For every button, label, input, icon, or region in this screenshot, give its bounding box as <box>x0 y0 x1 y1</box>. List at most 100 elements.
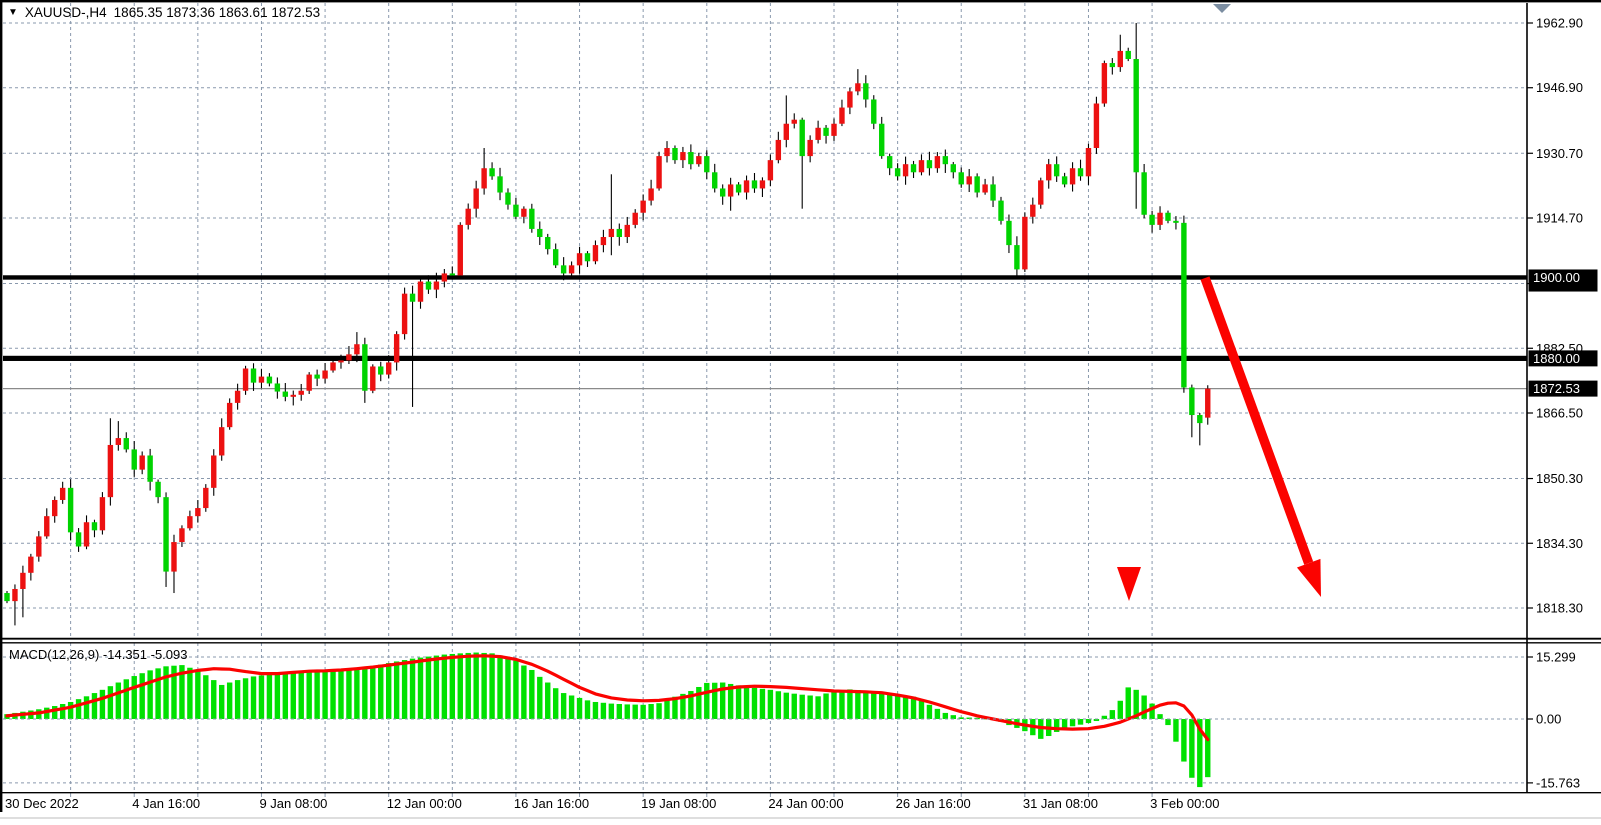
bull-candle <box>568 265 575 274</box>
time-axis-label: 26 Jan 16:00 <box>896 796 971 811</box>
bull-candle <box>99 497 106 531</box>
bull-candle <box>1093 103 1100 149</box>
bear-candle <box>409 293 416 302</box>
macd-bar <box>393 661 400 719</box>
bull-candle <box>52 499 58 517</box>
bull-candle <box>234 390 241 403</box>
bull-candle <box>179 528 185 543</box>
macd-bar <box>91 693 98 719</box>
macd-bar <box>1173 719 1179 742</box>
bull-candle <box>966 176 972 185</box>
bear-candle <box>425 281 432 290</box>
macd-bar <box>282 672 289 719</box>
level-line-1880[interactable] <box>3 355 1527 361</box>
bear-candle <box>1181 222 1187 388</box>
bear-candle <box>4 593 10 602</box>
macd-bar <box>966 717 972 719</box>
bull-candle <box>743 180 750 193</box>
macd-bar <box>417 657 424 719</box>
bear-candle <box>990 184 996 201</box>
macd-bar <box>592 701 599 719</box>
macd-bar <box>473 652 479 719</box>
chart-symbol-timeframe: XAUUSD-,H4 <box>24 5 107 20</box>
bull-candle <box>576 253 583 266</box>
bull-candle <box>187 516 193 529</box>
macd-bar <box>521 665 527 719</box>
bear-candle <box>67 487 74 533</box>
macd-histogram <box>3 652 1527 788</box>
bull-candle <box>441 273 448 282</box>
macd-bar <box>346 669 352 719</box>
level-line-1900[interactable] <box>3 275 1527 280</box>
macd-bar <box>250 676 257 719</box>
bull-candle <box>656 156 662 189</box>
macd-bar <box>513 660 519 719</box>
macd-bar <box>44 707 50 719</box>
macd-bar <box>839 690 845 719</box>
bull-candle <box>211 455 217 488</box>
macd-bar <box>425 656 432 719</box>
bull-candle <box>226 402 233 428</box>
macd-bar <box>354 668 360 719</box>
macd-bar <box>1149 703 1155 719</box>
macd-bar <box>815 696 821 719</box>
macd-bar <box>1141 695 1147 719</box>
macd-bar <box>910 696 917 719</box>
bull-candle <box>433 281 440 290</box>
bull-candle <box>664 148 670 157</box>
macd-bar <box>1053 719 1060 732</box>
bear-candle <box>871 99 877 124</box>
bull-candle <box>346 354 352 361</box>
macd-bar <box>505 657 511 719</box>
macd-bar <box>871 691 877 719</box>
bear-candle <box>616 228 623 238</box>
bull-candle <box>592 245 599 262</box>
macd-tick-label: 0.00 <box>1536 712 1561 727</box>
bull-candle <box>258 376 265 383</box>
bear-candle <box>282 391 289 397</box>
bear-candle <box>497 176 503 193</box>
bull-candle <box>759 180 766 189</box>
macd-signal-line <box>5 654 1210 742</box>
macd-bar <box>879 692 885 719</box>
current-price-label-box <box>1528 380 1598 397</box>
macd-bar <box>584 700 591 719</box>
macd-bar <box>107 686 114 719</box>
bull-candle <box>727 184 734 197</box>
macd-bar <box>783 692 789 719</box>
chart-title-bar: ▼ XAUUSD-,H4 1865.35 1873.36 1863.61 187… <box>8 5 320 20</box>
macd-bar <box>1101 715 1108 719</box>
bear-candle <box>250 368 257 383</box>
bull-candle <box>473 188 479 209</box>
macd-tick-label: -15.763 <box>1536 775 1580 790</box>
bull-candle <box>783 123 789 140</box>
macd-bar <box>926 704 933 719</box>
macd-bar <box>330 670 336 719</box>
macd-bar <box>1205 719 1211 778</box>
symbol-dropdown-icon[interactable]: ▼ <box>8 6 18 18</box>
macd-bar <box>67 701 74 719</box>
chart-scroll-marker-icon[interactable] <box>1213 4 1231 13</box>
bear-candle <box>1077 168 1084 177</box>
macd-bar <box>823 693 829 719</box>
bear-candle <box>1109 63 1116 68</box>
macd-bar <box>171 665 177 719</box>
bear-candle <box>1149 214 1155 225</box>
macd-bar <box>934 708 941 719</box>
bear-candle <box>950 164 956 173</box>
bear-candle <box>75 532 82 547</box>
bull-candle <box>481 168 487 189</box>
bull-candle <box>934 156 941 169</box>
macd-bar <box>775 691 782 719</box>
macd-bar <box>99 689 106 719</box>
bull-candle <box>290 394 296 397</box>
time-axis-label: 19 Jan 08:00 <box>641 796 716 811</box>
level-price-label-box <box>1528 350 1598 367</box>
bull-candle <box>20 572 26 589</box>
bear-candle <box>894 168 901 177</box>
bear-candle <box>886 156 893 169</box>
macd-bar <box>831 690 837 719</box>
bull-candle <box>855 83 861 92</box>
macd-bar <box>83 696 90 719</box>
